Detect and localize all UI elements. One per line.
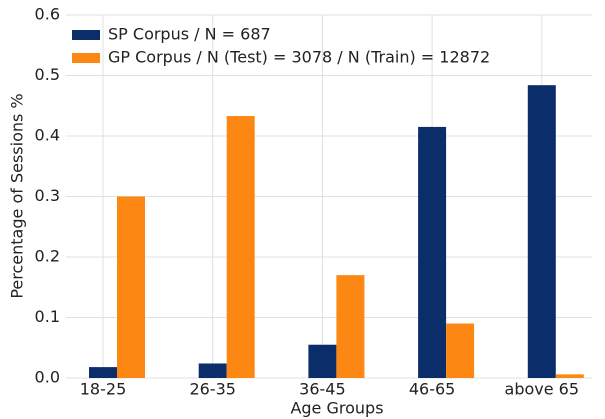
x-tick-label: 26-35 xyxy=(189,380,236,399)
x-tick-label: 46-65 xyxy=(409,380,456,399)
y-tick-label: 0.6 xyxy=(35,5,60,24)
bar xyxy=(308,344,337,378)
bar xyxy=(527,85,556,379)
bar xyxy=(418,126,447,378)
bar xyxy=(89,367,117,378)
x-tick-label: above 65 xyxy=(505,380,580,399)
y-tick-label: 0.3 xyxy=(35,186,60,205)
legend-swatch xyxy=(72,30,100,40)
legend-label: SP Corpus / N = 687 xyxy=(108,25,271,44)
legend-label: GP Corpus / N (Test) = 3078 / N (Train) … xyxy=(108,48,490,67)
bar xyxy=(336,275,365,378)
y-tick-label: 0.4 xyxy=(35,126,60,145)
x-axis-label: Age Groups xyxy=(290,399,383,418)
bar xyxy=(446,323,475,378)
bar xyxy=(555,374,584,378)
y-tick-label: 0.2 xyxy=(35,247,60,266)
bar xyxy=(117,196,145,378)
x-tick-label: 36-45 xyxy=(299,380,346,399)
x-tick-label: 18-25 xyxy=(80,380,127,399)
y-tick-label: 0.0 xyxy=(35,368,60,387)
bar xyxy=(226,116,255,378)
legend-swatch xyxy=(72,53,100,63)
y-tick-label: 0.1 xyxy=(35,307,60,326)
bar xyxy=(198,363,227,378)
y-tick-label: 0.5 xyxy=(35,65,60,84)
y-axis-label: Percentage of Sessions % xyxy=(8,93,27,298)
